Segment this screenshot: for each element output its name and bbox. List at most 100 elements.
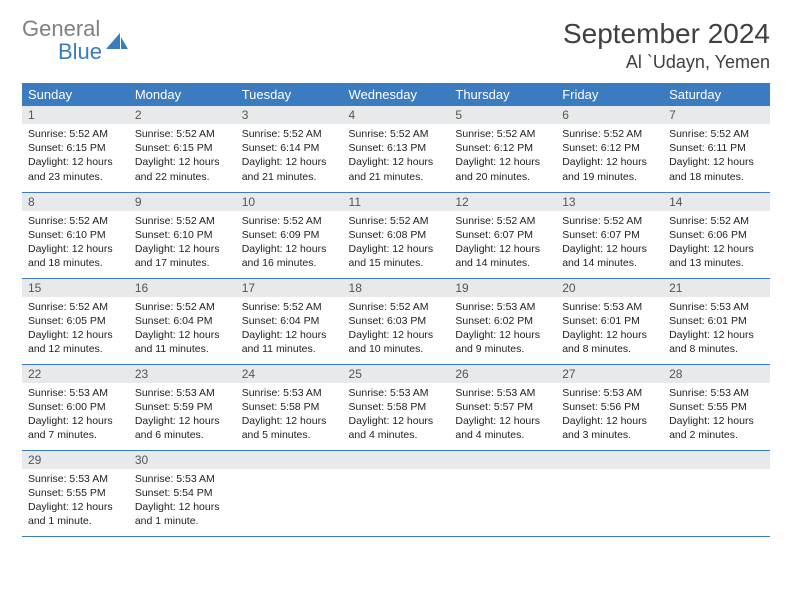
- day-number: 16: [129, 279, 236, 297]
- sunrise-text: Sunrise: 5:52 AM: [135, 214, 230, 228]
- calendar-cell: 6Sunrise: 5:52 AMSunset: 6:12 PMDaylight…: [556, 106, 663, 192]
- sunrise-text: Sunrise: 5:53 AM: [28, 386, 123, 400]
- daylight-text-1: Daylight: 12 hours: [349, 414, 444, 428]
- calendar-cell: 3Sunrise: 5:52 AMSunset: 6:14 PMDaylight…: [236, 106, 343, 192]
- page: General Blue September 2024 Al `Udayn, Y…: [0, 0, 792, 555]
- day-body: Sunrise: 5:52 AMSunset: 6:11 PMDaylight:…: [663, 124, 770, 188]
- day-number: 27: [556, 365, 663, 383]
- sunset-text: Sunset: 6:07 PM: [562, 228, 657, 242]
- day-number: 8: [22, 193, 129, 211]
- day-body: Sunrise: 5:52 AMSunset: 6:10 PMDaylight:…: [22, 211, 129, 275]
- sunset-text: Sunset: 6:05 PM: [28, 314, 123, 328]
- sunset-text: Sunset: 6:12 PM: [455, 141, 550, 155]
- sunrise-text: Sunrise: 5:52 AM: [28, 127, 123, 141]
- day-number: 24: [236, 365, 343, 383]
- daylight-text-1: Daylight: 12 hours: [28, 414, 123, 428]
- sunset-text: Sunset: 6:04 PM: [135, 314, 230, 328]
- day-body: Sunrise: 5:53 AMSunset: 6:01 PMDaylight:…: [556, 297, 663, 361]
- sunrise-text: Sunrise: 5:52 AM: [349, 127, 444, 141]
- day-body: [449, 469, 556, 476]
- daylight-text-2: and 1 minute.: [28, 514, 123, 528]
- sunrise-text: Sunrise: 5:52 AM: [349, 214, 444, 228]
- day-body: Sunrise: 5:52 AMSunset: 6:06 PMDaylight:…: [663, 211, 770, 275]
- calendar-cell: 26Sunrise: 5:53 AMSunset: 5:57 PMDayligh…: [449, 364, 556, 450]
- daylight-text-1: Daylight: 12 hours: [455, 242, 550, 256]
- daylight-text-2: and 19 minutes.: [562, 170, 657, 184]
- daylight-text-2: and 22 minutes.: [135, 170, 230, 184]
- day-number: 28: [663, 365, 770, 383]
- calendar-cell: [663, 450, 770, 536]
- sunset-text: Sunset: 5:54 PM: [135, 486, 230, 500]
- day-number: 2: [129, 106, 236, 124]
- day-body: Sunrise: 5:52 AMSunset: 6:12 PMDaylight:…: [556, 124, 663, 188]
- daylight-text-1: Daylight: 12 hours: [669, 242, 764, 256]
- calendar-table: Sunday Monday Tuesday Wednesday Thursday…: [22, 83, 770, 537]
- sunset-text: Sunset: 6:15 PM: [135, 141, 230, 155]
- location: Al `Udayn, Yemen: [563, 52, 770, 73]
- day-body: [556, 469, 663, 476]
- daylight-text-1: Daylight: 12 hours: [349, 242, 444, 256]
- daylight-text-1: Daylight: 12 hours: [242, 242, 337, 256]
- sunset-text: Sunset: 6:15 PM: [28, 141, 123, 155]
- calendar-cell: [236, 450, 343, 536]
- calendar-cell: 28Sunrise: 5:53 AMSunset: 5:55 PMDayligh…: [663, 364, 770, 450]
- day-number: 11: [343, 193, 450, 211]
- sunset-text: Sunset: 6:01 PM: [562, 314, 657, 328]
- sunset-text: Sunset: 6:14 PM: [242, 141, 337, 155]
- day-body: Sunrise: 5:53 AMSunset: 6:02 PMDaylight:…: [449, 297, 556, 361]
- day-body: Sunrise: 5:52 AMSunset: 6:15 PMDaylight:…: [129, 124, 236, 188]
- sunset-text: Sunset: 6:01 PM: [669, 314, 764, 328]
- title-block: September 2024 Al `Udayn, Yemen: [563, 18, 770, 73]
- sunrise-text: Sunrise: 5:53 AM: [669, 300, 764, 314]
- day-body: Sunrise: 5:52 AMSunset: 6:12 PMDaylight:…: [449, 124, 556, 188]
- sunrise-text: Sunrise: 5:53 AM: [135, 472, 230, 486]
- calendar-cell: 7Sunrise: 5:52 AMSunset: 6:11 PMDaylight…: [663, 106, 770, 192]
- calendar-week-row: 22Sunrise: 5:53 AMSunset: 6:00 PMDayligh…: [22, 364, 770, 450]
- day-body: Sunrise: 5:53 AMSunset: 5:58 PMDaylight:…: [236, 383, 343, 447]
- sunrise-text: Sunrise: 5:53 AM: [349, 386, 444, 400]
- daylight-text-2: and 21 minutes.: [349, 170, 444, 184]
- day-body: Sunrise: 5:52 AMSunset: 6:10 PMDaylight:…: [129, 211, 236, 275]
- sunrise-text: Sunrise: 5:52 AM: [135, 127, 230, 141]
- day-body: Sunrise: 5:52 AMSunset: 6:03 PMDaylight:…: [343, 297, 450, 361]
- sunset-text: Sunset: 6:03 PM: [349, 314, 444, 328]
- daylight-text-2: and 15 minutes.: [349, 256, 444, 270]
- sunset-text: Sunset: 6:12 PM: [562, 141, 657, 155]
- sunset-text: Sunset: 6:09 PM: [242, 228, 337, 242]
- sunset-text: Sunset: 6:13 PM: [349, 141, 444, 155]
- sunrise-text: Sunrise: 5:52 AM: [669, 127, 764, 141]
- daylight-text-2: and 8 minutes.: [669, 342, 764, 356]
- daylight-text-1: Daylight: 12 hours: [28, 500, 123, 514]
- daylight-text-1: Daylight: 12 hours: [135, 500, 230, 514]
- sunset-text: Sunset: 5:56 PM: [562, 400, 657, 414]
- daylight-text-2: and 2 minutes.: [669, 428, 764, 442]
- daylight-text-2: and 16 minutes.: [242, 256, 337, 270]
- day-body: Sunrise: 5:52 AMSunset: 6:07 PMDaylight:…: [449, 211, 556, 275]
- sunset-text: Sunset: 5:58 PM: [242, 400, 337, 414]
- daylight-text-2: and 13 minutes.: [669, 256, 764, 270]
- day-body: Sunrise: 5:53 AMSunset: 6:01 PMDaylight:…: [663, 297, 770, 361]
- calendar-cell: 4Sunrise: 5:52 AMSunset: 6:13 PMDaylight…: [343, 106, 450, 192]
- daylight-text-1: Daylight: 12 hours: [242, 155, 337, 169]
- day-body: Sunrise: 5:53 AMSunset: 5:55 PMDaylight:…: [663, 383, 770, 447]
- sunrise-text: Sunrise: 5:53 AM: [28, 472, 123, 486]
- day-body: Sunrise: 5:52 AMSunset: 6:13 PMDaylight:…: [343, 124, 450, 188]
- daylight-text-1: Daylight: 12 hours: [135, 414, 230, 428]
- day-body: Sunrise: 5:53 AMSunset: 5:54 PMDaylight:…: [129, 469, 236, 533]
- daylight-text-1: Daylight: 12 hours: [28, 242, 123, 256]
- daylight-text-2: and 11 minutes.: [135, 342, 230, 356]
- logo: General Blue: [22, 18, 128, 64]
- day-body: Sunrise: 5:52 AMSunset: 6:14 PMDaylight:…: [236, 124, 343, 188]
- calendar-cell: 2Sunrise: 5:52 AMSunset: 6:15 PMDaylight…: [129, 106, 236, 192]
- day-number: 9: [129, 193, 236, 211]
- day-body: Sunrise: 5:52 AMSunset: 6:15 PMDaylight:…: [22, 124, 129, 188]
- daylight-text-1: Daylight: 12 hours: [349, 155, 444, 169]
- weekday-header: Monday: [129, 83, 236, 106]
- day-number: 26: [449, 365, 556, 383]
- weekday-header: Wednesday: [343, 83, 450, 106]
- daylight-text-2: and 1 minute.: [135, 514, 230, 528]
- calendar-week-row: 8Sunrise: 5:52 AMSunset: 6:10 PMDaylight…: [22, 192, 770, 278]
- sunrise-text: Sunrise: 5:52 AM: [28, 300, 123, 314]
- calendar-cell: 29Sunrise: 5:53 AMSunset: 5:55 PMDayligh…: [22, 450, 129, 536]
- daylight-text-1: Daylight: 12 hours: [455, 328, 550, 342]
